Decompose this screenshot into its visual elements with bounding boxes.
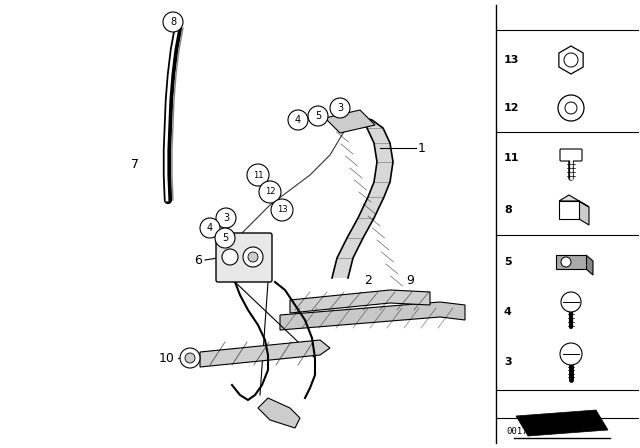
Text: 5: 5 <box>315 111 321 121</box>
Text: 3: 3 <box>223 213 229 223</box>
Text: 7: 7 <box>131 159 139 172</box>
Text: 11: 11 <box>504 153 520 163</box>
Polygon shape <box>586 255 593 275</box>
Text: 8: 8 <box>170 17 176 27</box>
Circle shape <box>243 247 263 267</box>
Text: 00170234: 00170234 <box>506 427 549 436</box>
Circle shape <box>216 208 236 228</box>
Polygon shape <box>579 201 589 225</box>
Polygon shape <box>556 255 586 269</box>
Polygon shape <box>374 162 393 182</box>
Text: 4: 4 <box>207 223 213 233</box>
Circle shape <box>163 12 183 32</box>
Circle shape <box>222 249 238 265</box>
Polygon shape <box>280 302 465 330</box>
Polygon shape <box>559 195 589 207</box>
Text: 8: 8 <box>504 205 512 215</box>
Circle shape <box>330 98 350 118</box>
Polygon shape <box>357 120 383 128</box>
Text: 3: 3 <box>504 357 511 367</box>
Polygon shape <box>332 258 353 278</box>
Circle shape <box>215 228 235 248</box>
Text: 13: 13 <box>276 206 287 215</box>
Polygon shape <box>325 110 375 133</box>
Polygon shape <box>368 182 390 197</box>
Circle shape <box>200 218 220 238</box>
Polygon shape <box>516 410 608 436</box>
Circle shape <box>248 252 258 262</box>
Circle shape <box>561 292 581 312</box>
FancyBboxPatch shape <box>216 233 272 282</box>
Circle shape <box>561 257 571 267</box>
Circle shape <box>185 353 195 363</box>
Circle shape <box>565 102 577 114</box>
Circle shape <box>247 164 269 186</box>
Polygon shape <box>330 116 357 120</box>
Text: 5: 5 <box>222 233 228 243</box>
Circle shape <box>560 343 582 365</box>
Polygon shape <box>342 116 372 120</box>
Polygon shape <box>200 340 330 367</box>
Text: 11: 11 <box>253 171 263 180</box>
Polygon shape <box>347 218 374 238</box>
Text: 6: 6 <box>194 254 202 267</box>
Text: 13: 13 <box>504 55 520 65</box>
Polygon shape <box>367 128 390 143</box>
Circle shape <box>259 181 281 203</box>
Circle shape <box>564 53 578 67</box>
Text: 5: 5 <box>504 257 511 267</box>
Circle shape <box>271 199 293 221</box>
Circle shape <box>180 348 200 368</box>
Polygon shape <box>559 201 579 219</box>
Polygon shape <box>337 238 363 258</box>
Circle shape <box>308 106 328 126</box>
Text: 3: 3 <box>337 103 343 113</box>
Polygon shape <box>258 398 300 428</box>
Text: 2: 2 <box>364 273 372 287</box>
Text: 4: 4 <box>295 115 301 125</box>
Polygon shape <box>290 290 430 313</box>
Text: 12: 12 <box>504 103 520 113</box>
Circle shape <box>558 95 584 121</box>
FancyBboxPatch shape <box>560 149 582 161</box>
Polygon shape <box>358 197 384 218</box>
Text: 9: 9 <box>406 273 414 287</box>
Polygon shape <box>374 143 393 162</box>
Circle shape <box>288 110 308 130</box>
Text: 10: 10 <box>159 352 175 365</box>
Text: 1: 1 <box>418 142 426 155</box>
Text: 4: 4 <box>504 307 512 317</box>
Text: 12: 12 <box>265 188 275 197</box>
